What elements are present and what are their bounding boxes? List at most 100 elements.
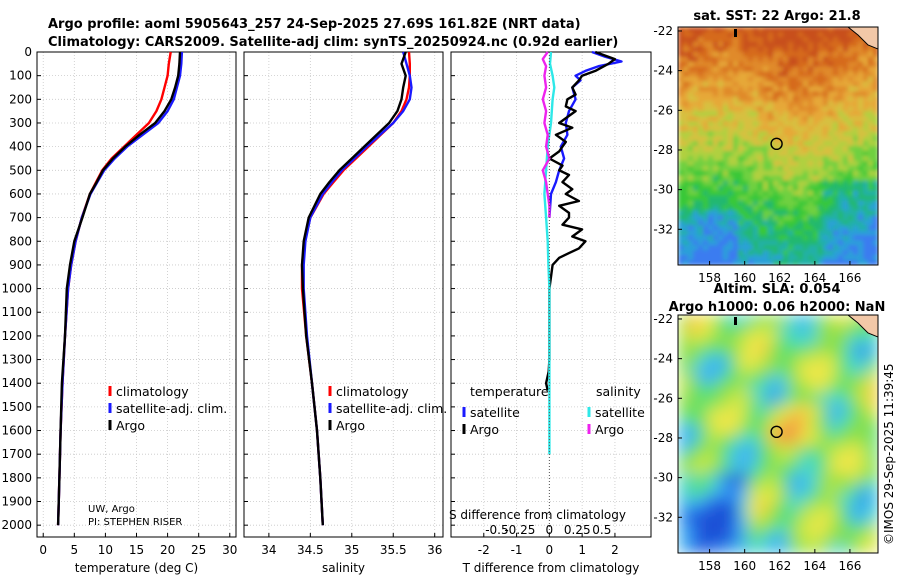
map-y-tick-label: -22 xyxy=(653,312,673,326)
sst-cell xyxy=(798,131,804,137)
sst-cell xyxy=(738,170,744,177)
sst-cell xyxy=(848,116,854,122)
sst-cell xyxy=(848,215,854,221)
sst-cell xyxy=(858,66,864,73)
sst-cell xyxy=(783,111,789,117)
sst-cell xyxy=(798,46,804,53)
sst-cell xyxy=(728,41,734,48)
sst-cell xyxy=(838,136,844,142)
sla-cell xyxy=(678,463,689,475)
sst-cell xyxy=(818,96,824,102)
sst-cell xyxy=(768,71,774,78)
sst-cell xyxy=(718,175,724,182)
sst-cell xyxy=(718,121,724,127)
sla-cell xyxy=(778,513,789,524)
sst-cell xyxy=(868,106,874,112)
sst-cell xyxy=(688,101,694,107)
sla-cell xyxy=(728,394,739,405)
sla-cell xyxy=(868,334,878,346)
sst-cell xyxy=(718,210,724,217)
sst-cell xyxy=(758,155,764,162)
sst-cell xyxy=(703,86,709,93)
sst-cell xyxy=(698,255,704,261)
sla-cell xyxy=(828,384,839,395)
sst-cell xyxy=(753,51,759,58)
sst-cell xyxy=(683,190,689,197)
sla-cell xyxy=(798,414,809,425)
sst-cell xyxy=(873,150,878,157)
sst-cell xyxy=(848,101,854,107)
sst-cell xyxy=(793,260,799,265)
sla-cell xyxy=(778,453,789,465)
sst-cell xyxy=(733,91,739,98)
sst-cell xyxy=(713,240,719,246)
sst-cell xyxy=(863,230,869,236)
sla-cell xyxy=(768,533,779,544)
sst-cell xyxy=(773,240,779,246)
sst-cell xyxy=(788,235,794,241)
sst-cell xyxy=(763,71,769,78)
sla-cell xyxy=(758,543,769,553)
sst-cell xyxy=(828,225,834,231)
sst-cell xyxy=(828,46,834,53)
sla-cell xyxy=(788,384,799,395)
sst-cell xyxy=(753,31,759,38)
sst-cell xyxy=(693,245,699,251)
sst-cell xyxy=(728,71,734,78)
sst-cell xyxy=(733,185,739,192)
sst-cell xyxy=(683,31,689,38)
sst-cell xyxy=(828,31,834,38)
sst-cell xyxy=(783,136,789,142)
sst-cell xyxy=(783,225,789,231)
sst-cell xyxy=(688,121,694,127)
sst-cell xyxy=(823,175,829,182)
sst-cell xyxy=(823,106,829,112)
sst-cell xyxy=(763,175,769,182)
sst-cell xyxy=(803,136,809,142)
sst-cell xyxy=(763,180,769,187)
sst-cell xyxy=(848,141,854,147)
sst-cell xyxy=(863,66,869,73)
sla-cell xyxy=(798,473,809,485)
sst-cell xyxy=(823,41,829,48)
sst-cell xyxy=(723,195,729,202)
sst-cell xyxy=(848,200,854,207)
sla-cell xyxy=(828,424,839,435)
sst-cell xyxy=(693,220,699,226)
sst-cell xyxy=(823,146,829,152)
sst-cell xyxy=(858,185,864,192)
sst-cell xyxy=(703,116,709,122)
sst-cell xyxy=(748,195,754,202)
sst-cell xyxy=(838,250,844,256)
sst-cell xyxy=(738,61,744,68)
sst-cell xyxy=(758,185,764,192)
sst-cell xyxy=(803,146,809,152)
sst-cell xyxy=(848,146,854,152)
sst-cell xyxy=(758,41,764,48)
sst-cell xyxy=(758,150,764,157)
sst-cell xyxy=(743,230,749,236)
sst-cell xyxy=(863,46,869,53)
sst-cell xyxy=(783,56,789,63)
sst-cell xyxy=(708,250,714,256)
sst-cell xyxy=(713,155,719,162)
sst-cell xyxy=(713,255,719,261)
series-line-s-satellite xyxy=(543,51,556,455)
sst-cell xyxy=(723,225,729,231)
sst-cell xyxy=(758,260,764,265)
sst-cell xyxy=(723,81,729,88)
sst-cell xyxy=(873,155,878,162)
sst-cell xyxy=(743,141,749,147)
sst-cell xyxy=(733,175,739,182)
sst-cell xyxy=(793,56,799,63)
sst-cell xyxy=(743,205,749,212)
sst-cell xyxy=(738,200,744,207)
sst-cell xyxy=(868,136,874,142)
sst-cell xyxy=(723,36,729,43)
sst-cell xyxy=(813,185,819,192)
sst-cell xyxy=(818,121,824,127)
sst-cell xyxy=(838,46,844,53)
sst-cell xyxy=(698,116,704,122)
sst-cell xyxy=(768,240,774,246)
sla-cell xyxy=(728,434,739,445)
